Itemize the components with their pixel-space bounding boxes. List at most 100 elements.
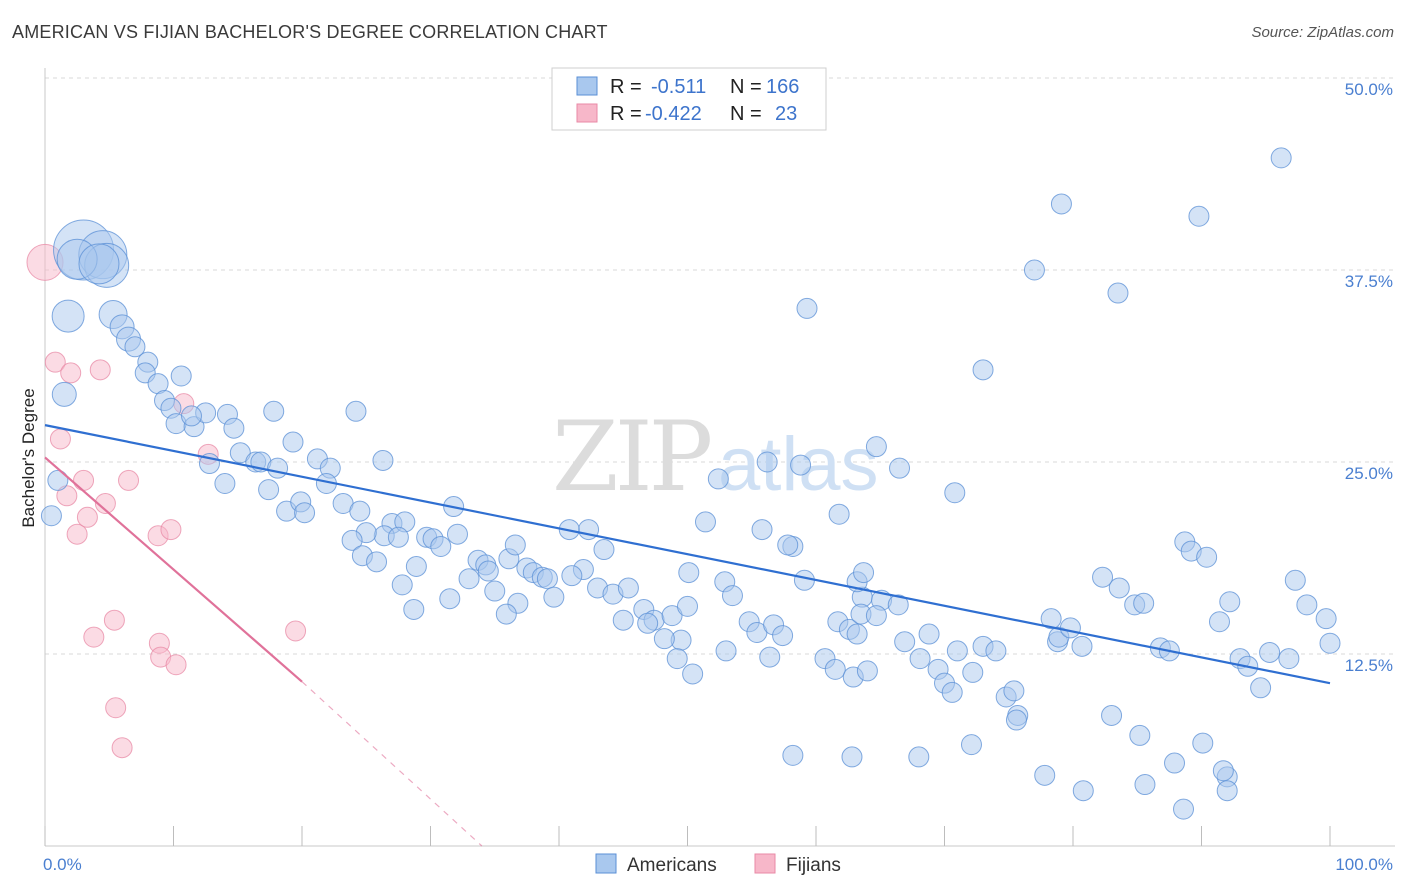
y-tick-labels: 12.5% 25.0% 37.5% 50.0% <box>1345 80 1393 675</box>
american-point-56 <box>430 535 452 557</box>
american-point-89 <box>637 612 659 634</box>
american-point-105 <box>751 519 773 541</box>
american-point-49 <box>366 551 388 573</box>
x-tick-label-0: 0.0% <box>43 855 82 874</box>
american-point-149 <box>1196 546 1218 568</box>
american-point-27 <box>229 442 251 464</box>
trendlines <box>44 424 1331 847</box>
american-point-131 <box>985 640 1007 662</box>
y-axis-label: Bachelor's Degree <box>19 388 38 527</box>
american-point-158 <box>1315 608 1337 630</box>
american-point-91 <box>666 648 688 670</box>
american-point-144 <box>1133 592 1155 614</box>
american-point-123 <box>909 648 931 670</box>
american-point-129 <box>946 640 968 662</box>
y-tick-label-1: 25.0% <box>1345 464 1393 483</box>
american-point-187 <box>1129 724 1151 746</box>
axes <box>44 68 1395 847</box>
american-point-92 <box>682 663 704 685</box>
legend-r-value-2: -0.422 <box>645 103 702 125</box>
x-tick-label-1: 100.0% <box>1335 855 1393 874</box>
legend-r-label-1: R = <box>610 76 642 98</box>
american-point-150 <box>1208 611 1230 633</box>
american-point-185 <box>1216 780 1238 802</box>
american-point-43 <box>372 449 394 471</box>
fijian-point-9 <box>94 492 116 514</box>
american-point-94 <box>678 562 700 584</box>
american-point-169 <box>841 746 863 768</box>
american-point-60 <box>439 588 461 610</box>
american-point-183 <box>756 451 778 473</box>
american-point-103 <box>759 646 781 668</box>
american-point-165 <box>1072 780 1094 802</box>
american-point-159 <box>1319 632 1341 654</box>
fijian-point-16 <box>103 609 125 631</box>
american-point-61 <box>458 568 480 590</box>
american-point-64 <box>484 580 506 602</box>
american-point-106 <box>777 534 799 556</box>
american-point-37 <box>345 400 367 422</box>
legend-swatch-americans <box>576 76 598 96</box>
american-point-121 <box>865 605 887 627</box>
american-point-167 <box>960 734 982 756</box>
fijians-trendline <box>44 456 303 683</box>
american-point-128 <box>962 661 984 683</box>
american-point-31 <box>214 473 236 495</box>
american-point-162 <box>1192 732 1214 754</box>
american-point-32 <box>258 479 280 501</box>
fijian-point-19 <box>165 654 187 676</box>
american-point-155 <box>1278 648 1300 670</box>
fijian-point-3 <box>89 359 111 381</box>
american-point-58 <box>391 574 413 596</box>
american-point-18 <box>170 365 192 387</box>
american-point-180 <box>889 457 911 479</box>
american-point-113 <box>856 660 878 682</box>
watermark-zip: ZIP <box>552 401 711 513</box>
legend-n-value-2: 23 <box>775 103 797 125</box>
american-point-22 <box>180 405 202 427</box>
american-point-174 <box>1270 147 1292 169</box>
american-point-186 <box>1173 798 1195 820</box>
american-point-179 <box>944 482 966 504</box>
american-point-77 <box>593 539 615 561</box>
fijian-point-7 <box>73 469 95 491</box>
legend-n-label-1: N = <box>730 76 762 98</box>
american-point-54 <box>446 523 468 545</box>
american-point-90 <box>653 628 675 650</box>
american-point-71 <box>536 568 558 590</box>
legend-n-value-1: 166 <box>766 76 799 98</box>
y-tick-label-0: 12.5% <box>1345 656 1393 675</box>
american-point-184 <box>865 436 887 458</box>
american-point-161 <box>1212 760 1234 782</box>
american-point-171 <box>1219 591 1241 613</box>
fijian-point-2 <box>60 362 82 384</box>
american-point-82 <box>617 577 639 599</box>
american-point-83 <box>612 609 634 631</box>
american-point-178 <box>796 297 818 319</box>
american-point-139 <box>1059 617 1081 639</box>
american-point-168 <box>908 746 930 768</box>
american-point-188 <box>1101 704 1123 726</box>
fijian-point-1 <box>44 351 66 373</box>
american-point-109 <box>824 658 846 680</box>
fijian-point-10 <box>118 469 140 491</box>
american-point-96 <box>707 468 729 490</box>
american-point-86 <box>661 605 683 627</box>
y-tick-label-3: 50.0% <box>1345 80 1393 99</box>
american-point-166 <box>1034 764 1056 786</box>
fijian-point-21 <box>105 697 127 719</box>
american-point-95 <box>694 511 716 533</box>
american-point-170 <box>782 744 804 766</box>
american-point-26 <box>282 431 304 453</box>
american-point-73 <box>495 603 517 625</box>
american-point-5 <box>51 299 85 333</box>
american-point-137 <box>1040 608 1062 630</box>
american-point-124 <box>918 623 940 645</box>
american-point-141 <box>1092 566 1114 588</box>
bottom-legend-swatch-fijians <box>754 853 776 874</box>
fijian-point-12 <box>160 519 182 541</box>
american-point-153 <box>1250 677 1272 699</box>
american-point-107 <box>793 569 815 591</box>
americans-trendline <box>44 424 1331 685</box>
